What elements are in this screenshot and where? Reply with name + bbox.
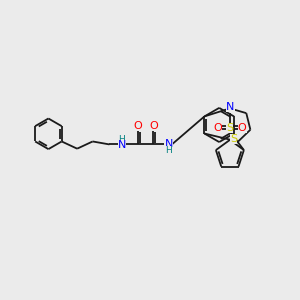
- Text: N: N: [164, 139, 173, 149]
- Text: N: N: [118, 140, 126, 150]
- Text: H: H: [118, 135, 125, 144]
- Text: S: S: [230, 134, 237, 144]
- Text: O: O: [149, 121, 158, 131]
- Text: O: O: [213, 122, 222, 133]
- Text: O: O: [134, 121, 142, 131]
- Text: H: H: [165, 146, 172, 155]
- Text: S: S: [226, 122, 233, 133]
- Text: O: O: [238, 122, 247, 133]
- Text: N: N: [226, 102, 235, 112]
